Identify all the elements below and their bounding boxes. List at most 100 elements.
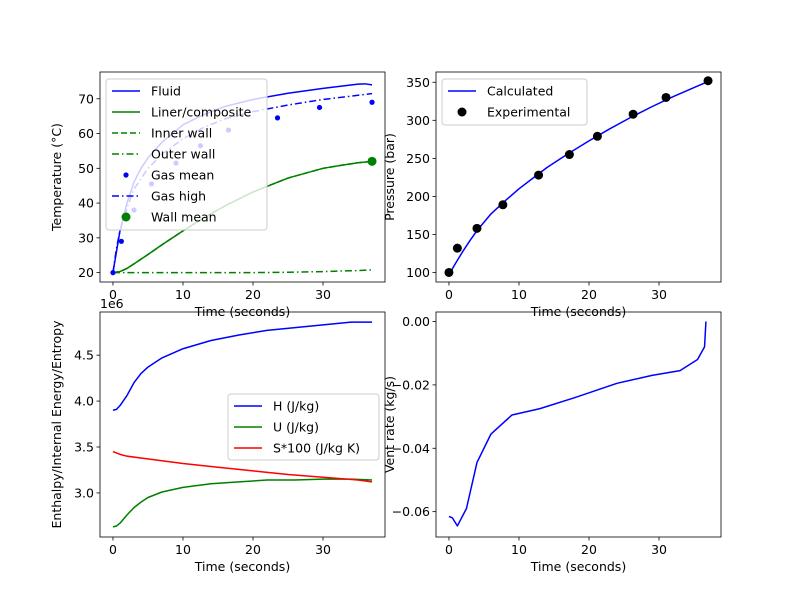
axes-frame — [99, 311, 386, 538]
series-h-j-kg-line — [112, 321, 373, 411]
legend-label: Inner wall — [151, 126, 212, 141]
axes-frame — [99, 71, 386, 283]
x-axis-label: Time (seconds) — [530, 559, 626, 574]
x-tick-label: 30 — [315, 542, 331, 557]
series-experimental-point — [628, 109, 638, 119]
series-vent-rate-line — [448, 321, 707, 527]
y-offset-label: 1e6 — [100, 296, 124, 311]
y-axis-label: Vent rate (kg/s) — [382, 376, 397, 473]
legend-label: H (J/kg) — [273, 399, 319, 414]
subplot-3: 0 10 20 30 3.0 3.5 4.0 4.5 Time (seconds) Enthalp… — [49, 296, 386, 574]
legend-handle-wall-mean — [121, 212, 131, 222]
x-tick-label: 10 — [175, 287, 191, 302]
legend-box — [227, 393, 380, 461]
series-calculated-line — [448, 80, 709, 277]
series-group — [112, 321, 373, 528]
series-group — [448, 321, 707, 527]
legend: Fluid Liner/composite Inner wall Outer wall… — [105, 78, 268, 231]
y-tick-label: −0.06 — [392, 504, 430, 519]
y-tick-label: 40 — [78, 196, 94, 211]
y-tick-label: 70 — [78, 91, 94, 106]
x-tick-label: 20 — [245, 542, 261, 557]
series-experimental-point — [472, 223, 482, 233]
y-tick-label: 50 — [78, 161, 94, 176]
y-tick-label: 20 — [78, 265, 94, 280]
series-experimental-point — [498, 200, 508, 210]
y-tick-label: 200 — [406, 189, 430, 204]
legend-label: Outer wall — [151, 147, 215, 162]
series-gas-mean-point — [316, 104, 323, 111]
x-axis-label: Time (seconds) — [194, 304, 290, 319]
series-experimental-point — [564, 150, 574, 160]
subplot-4: 0 10 20 30 −0.06 −0.04 −0.02 0.00 Time (seconds)… — [382, 311, 722, 574]
y-axis-label: Enthalpy/Internal Energy/Entropy — [49, 320, 64, 529]
x-tick-label: 0 — [109, 542, 117, 557]
y-axis-label: Temperature (°C) — [49, 123, 64, 232]
series-experimental-point — [444, 267, 454, 277]
series-gas-mean-point — [118, 238, 124, 244]
y-tick-label: 4.0 — [74, 394, 94, 409]
series-experimental-point — [592, 131, 602, 141]
subplot-1: 0 10 20 30 20 30 40 50 60 70 Time (seconds) Tempera… — [49, 71, 386, 319]
x-axis-label: Time (seconds) — [530, 304, 626, 319]
x-tick-label: 30 — [651, 287, 667, 302]
y-tick-label: 300 — [406, 113, 430, 128]
legend-label: Gas mean — [151, 168, 214, 183]
series-outer-wall-line — [112, 269, 373, 274]
series-experimental-point — [534, 170, 544, 180]
legend-label: Gas high — [151, 189, 206, 204]
legend-label: Fluid — [151, 84, 181, 99]
y-tick-label: 350 — [406, 75, 430, 90]
x-tick-label: 0 — [445, 287, 453, 302]
y-tick-label: 3.5 — [74, 440, 94, 455]
legend-box — [441, 78, 588, 126]
series-gas-mean-point — [274, 115, 281, 121]
x-tick-label: 0 — [109, 287, 117, 302]
series-experimental-point — [661, 92, 671, 102]
y-tick-label: 100 — [406, 265, 430, 280]
x-tick-label: 10 — [511, 542, 527, 557]
x-tick-label: 10 — [511, 287, 527, 302]
axes-frame — [435, 71, 722, 283]
series-gas-mean-point — [110, 270, 116, 276]
series-group — [448, 80, 709, 277]
legend-label: Experimental — [487, 105, 570, 120]
y-tick-label: 0.00 — [402, 314, 430, 329]
legend-box — [105, 78, 268, 231]
y-tick-label: 250 — [406, 151, 430, 166]
x-tick-label: 30 — [315, 287, 331, 302]
series-gas-mean-point — [369, 99, 375, 105]
axes-frame — [435, 311, 722, 538]
legend-label: Calculated — [487, 84, 553, 99]
subplot-2: 0 10 20 30 100 150 200 250 300 350 Time (seconds) P… — [382, 71, 722, 319]
legend-label: U (J/kg) — [273, 420, 319, 435]
y-tick-label: −0.02 — [392, 377, 430, 392]
legend-handle-experimental — [457, 107, 467, 117]
series-experimental-point — [703, 76, 713, 86]
x-tick-label: 20 — [581, 287, 597, 302]
legend-label: S*100 (J/kg K) — [273, 441, 360, 456]
y-tick-label: 4.5 — [74, 348, 94, 363]
x-tick-label: 20 — [245, 287, 261, 302]
y-tick-label: −0.04 — [392, 441, 430, 456]
y-tick-label: 150 — [406, 227, 430, 242]
y-tick-label: 60 — [78, 126, 94, 141]
x-tick-label: 20 — [581, 542, 597, 557]
series-s-100-j-kg-k-line — [112, 450, 373, 483]
x-tick-label: 10 — [175, 542, 191, 557]
y-axis-label: Pressure (bar) — [382, 133, 397, 221]
legend-handle-gas-mean — [123, 172, 129, 178]
series-u-j-kg-line — [112, 478, 373, 528]
x-axis-label: Time (seconds) — [194, 559, 290, 574]
x-tick-label: 30 — [651, 542, 667, 557]
series-experimental-point — [452, 243, 462, 253]
x-tick-label: 0 — [445, 542, 453, 557]
series-wall-mean-point — [367, 156, 377, 166]
legend: H (J/kg) U (J/kg) S*100 (J/kg K) — [227, 393, 380, 461]
legend-label: Liner/composite — [151, 105, 252, 120]
legend-label: Wall mean — [151, 210, 217, 225]
legend: Calculated Experimental — [441, 78, 588, 126]
y-tick-label: 3.0 — [74, 485, 94, 500]
y-tick-label: 30 — [78, 230, 94, 245]
